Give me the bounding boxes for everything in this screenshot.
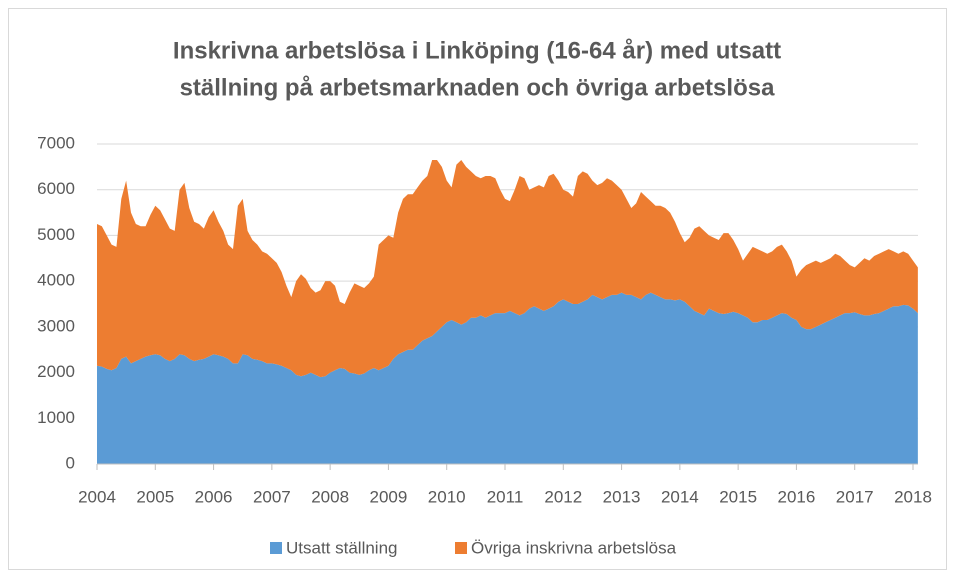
legend-label: Utsatt ställning bbox=[286, 538, 398, 557]
x-tick-label: 2014 bbox=[661, 487, 699, 506]
y-tick-label: 5000 bbox=[37, 225, 75, 244]
y-tick-label: 3000 bbox=[37, 316, 75, 335]
x-tick-label: 2011 bbox=[487, 487, 524, 506]
y-tick-label: 6000 bbox=[37, 179, 75, 198]
y-tick-label: 2000 bbox=[37, 362, 75, 381]
x-tick-label: 2012 bbox=[544, 487, 582, 506]
legend-swatch bbox=[270, 542, 282, 554]
x-tick-label: 2006 bbox=[195, 487, 233, 506]
legend-swatch bbox=[455, 542, 467, 554]
y-tick-label: 7000 bbox=[37, 133, 75, 152]
x-tick-label: 2008 bbox=[311, 487, 349, 506]
area bbox=[97, 292, 918, 464]
y-tick-label: 1000 bbox=[37, 408, 75, 427]
x-tick-label: 2015 bbox=[719, 487, 757, 506]
area bbox=[97, 160, 918, 378]
y-tick-label: 4000 bbox=[37, 271, 75, 290]
x-tick-label: 2009 bbox=[370, 487, 408, 506]
x-tick-label: 2004 bbox=[78, 487, 116, 506]
legend-label: Övriga inskrivna arbetslösa bbox=[471, 538, 677, 557]
x-tick-label: 2005 bbox=[136, 487, 174, 506]
chart-title: ställning på arbetsmarknaden och övriga … bbox=[180, 74, 776, 101]
x-tick-label: 2016 bbox=[778, 487, 816, 506]
chart-title: Inskrivna arbetslösa i Linköping (16-64 … bbox=[173, 37, 781, 64]
x-tick-label: 2010 bbox=[428, 487, 466, 506]
x-tick-label: 2013 bbox=[603, 487, 641, 506]
x-tick-label: 2017 bbox=[836, 487, 874, 506]
y-tick-label: 0 bbox=[66, 453, 75, 472]
x-tick-label: 2018 bbox=[894, 487, 932, 506]
x-tick-label: 2007 bbox=[253, 487, 291, 506]
